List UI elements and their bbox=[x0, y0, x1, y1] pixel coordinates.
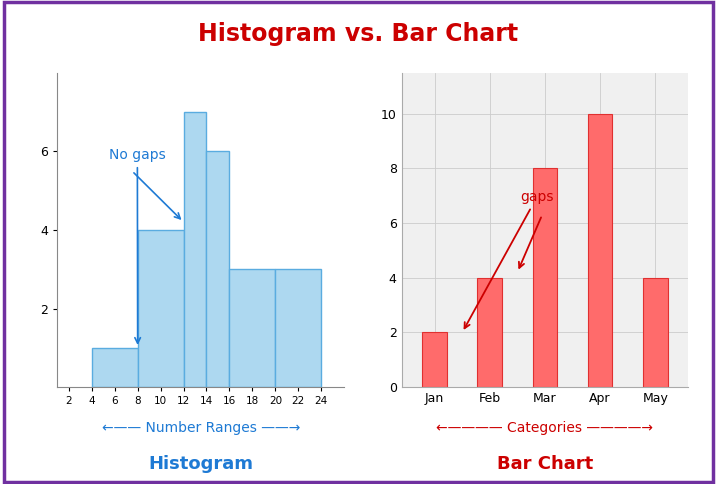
Text: ←———— Categories ————→: ←———— Categories ————→ bbox=[437, 422, 653, 435]
Bar bbox=[92, 348, 138, 387]
Text: Histogram: Histogram bbox=[148, 454, 253, 473]
Bar bbox=[422, 333, 447, 387]
Text: No gaps: No gaps bbox=[109, 148, 166, 343]
Text: Bar Chart: Bar Chart bbox=[497, 454, 593, 473]
Bar bbox=[138, 230, 184, 387]
Bar bbox=[206, 151, 229, 387]
Bar bbox=[184, 112, 206, 387]
Bar bbox=[588, 114, 612, 387]
Bar bbox=[478, 278, 502, 387]
Bar bbox=[643, 278, 668, 387]
Text: Histogram vs. Bar Chart: Histogram vs. Bar Chart bbox=[199, 22, 518, 46]
Bar bbox=[533, 168, 557, 387]
Text: gaps: gaps bbox=[465, 190, 554, 328]
Bar bbox=[275, 269, 321, 387]
Text: ←—— Number Ranges ——→: ←—— Number Ranges ——→ bbox=[102, 422, 300, 435]
Bar bbox=[229, 269, 275, 387]
